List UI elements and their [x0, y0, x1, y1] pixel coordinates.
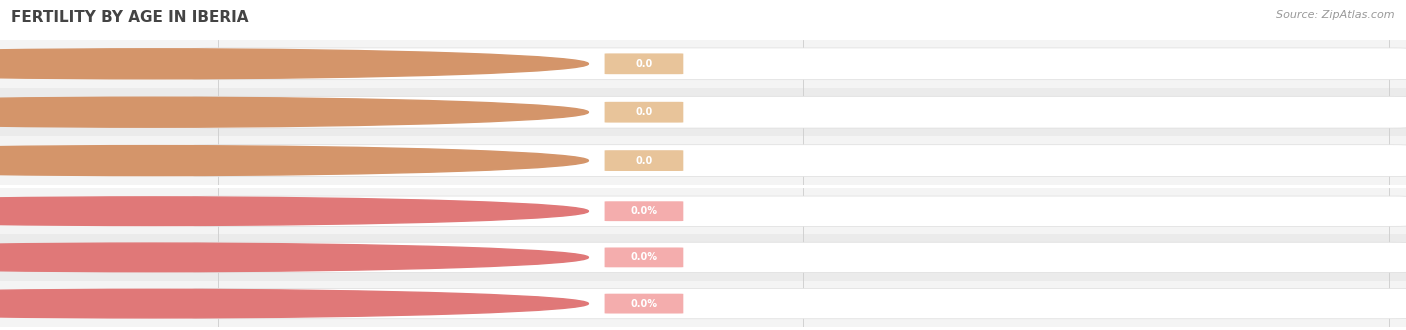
Bar: [0, 234, 1406, 280]
Text: 0.0%: 0.0%: [630, 252, 658, 262]
Text: 0.0: 0.0: [209, 193, 226, 204]
Circle shape: [0, 97, 589, 127]
FancyBboxPatch shape: [193, 288, 1406, 319]
FancyBboxPatch shape: [605, 201, 683, 221]
FancyBboxPatch shape: [193, 145, 1406, 177]
Text: 0.0: 0.0: [636, 59, 652, 69]
Circle shape: [0, 197, 589, 225]
Bar: [0, 188, 1406, 234]
Circle shape: [0, 49, 589, 79]
Text: 0.0: 0.0: [636, 156, 652, 166]
FancyBboxPatch shape: [193, 196, 1406, 226]
FancyBboxPatch shape: [605, 150, 683, 171]
Bar: [0, 40, 1406, 88]
Circle shape: [0, 243, 589, 272]
FancyBboxPatch shape: [605, 102, 683, 123]
Text: 0.0: 0.0: [1381, 193, 1398, 204]
Text: 0.0: 0.0: [636, 107, 652, 117]
FancyBboxPatch shape: [193, 48, 1406, 80]
Bar: [0, 88, 1406, 136]
FancyBboxPatch shape: [605, 53, 683, 74]
Text: 0.0%: 0.0%: [630, 299, 658, 309]
Circle shape: [0, 289, 589, 318]
FancyBboxPatch shape: [605, 248, 683, 267]
FancyBboxPatch shape: [193, 242, 1406, 273]
Circle shape: [0, 146, 589, 176]
FancyBboxPatch shape: [193, 96, 1406, 128]
FancyBboxPatch shape: [605, 294, 683, 313]
Bar: [0, 136, 1406, 185]
Text: FERTILITY BY AGE IN IBERIA: FERTILITY BY AGE IN IBERIA: [11, 10, 249, 25]
Text: 0.0: 0.0: [794, 193, 811, 204]
Bar: [0, 280, 1406, 327]
Text: Source: ZipAtlas.com: Source: ZipAtlas.com: [1277, 10, 1395, 20]
Text: 0.0%: 0.0%: [630, 206, 658, 216]
